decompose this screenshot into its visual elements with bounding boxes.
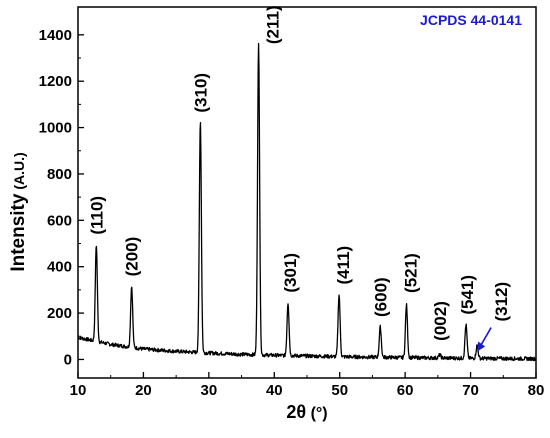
y-tick-label: 1200 xyxy=(39,73,72,90)
peak-label: (310) xyxy=(191,73,210,113)
y-tick-label: 1000 xyxy=(39,120,72,137)
peak-label: (600) xyxy=(371,277,390,317)
x-tick-label: 30 xyxy=(201,382,218,399)
y-tick-label: 200 xyxy=(47,305,72,322)
series-line xyxy=(77,42,537,362)
peak-label: (211) xyxy=(264,5,283,44)
x-tick-label: 20 xyxy=(135,382,152,399)
x-tick-label: 70 xyxy=(462,382,479,399)
axis-ticks xyxy=(77,34,537,378)
peak-label: (301) xyxy=(281,253,300,293)
peak-label: (110) xyxy=(87,196,106,235)
x-tick-label: 80 xyxy=(528,382,545,399)
annotation-arrow xyxy=(479,327,492,347)
y-tick-label: 400 xyxy=(47,259,72,276)
peak-label: (541) xyxy=(458,275,477,315)
peak-label: (411) xyxy=(334,246,353,285)
y-tick-label: 600 xyxy=(47,212,72,229)
x-tick-label: 60 xyxy=(397,382,414,399)
tick-labels: 10 20 30 40 50 60 70 80020040060080010001200140… xyxy=(39,27,545,399)
peak-label: (200) xyxy=(123,237,142,277)
x-tick-label: 40 xyxy=(266,382,283,399)
peak-label: (312) xyxy=(492,282,511,322)
peak-label: (521) xyxy=(401,253,420,293)
y-tick-label: 800 xyxy=(47,166,72,183)
x-axis-title: 2θ (°) xyxy=(286,402,327,422)
peak-labels: (110) (200) (310) (211) (301) (411) (600) (521)… xyxy=(87,5,511,340)
reference-label: JCPDS 44-0141 xyxy=(420,12,522,28)
x-tick-label: 50 xyxy=(331,382,348,399)
y-axis-title: Intensity (A.U.) xyxy=(8,152,29,271)
y-tick-label: 0 xyxy=(64,351,72,368)
y-tick-label: 1400 xyxy=(39,27,72,44)
plot-frame xyxy=(77,6,537,379)
peak-label: (002) xyxy=(431,301,450,341)
annotation-arrowhead xyxy=(477,341,486,352)
x-tick-label: 10 xyxy=(70,382,87,399)
